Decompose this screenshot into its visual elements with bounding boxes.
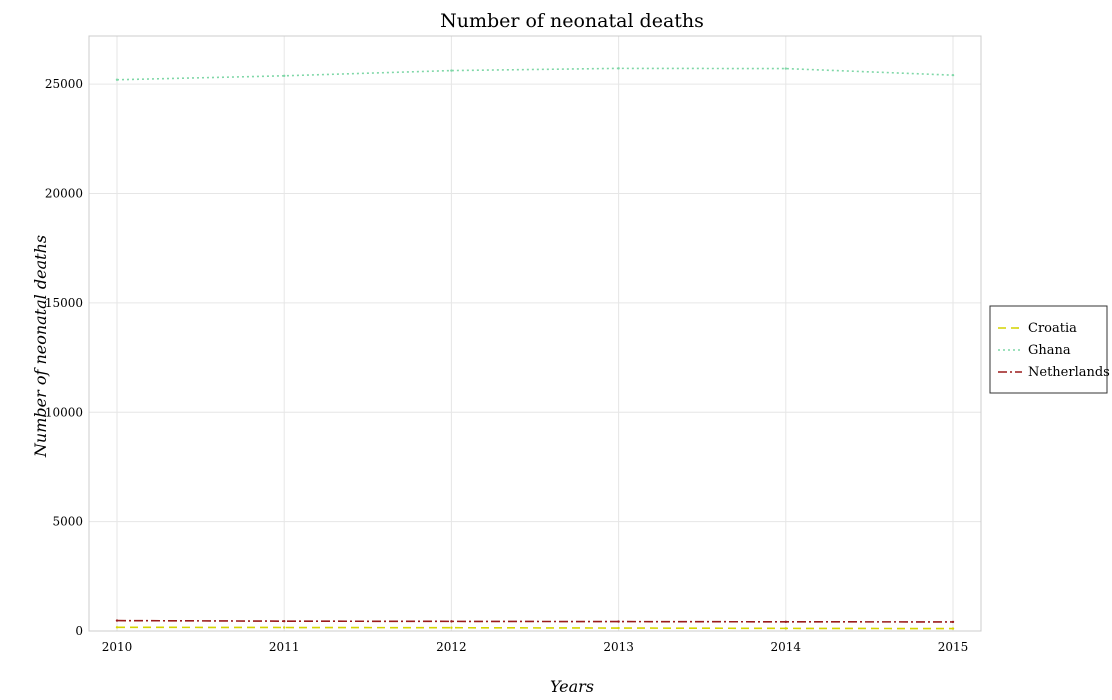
data-point-croatia — [115, 626, 119, 629]
y-tick-label: 10000 — [45, 405, 83, 419]
data-point-croatia — [283, 626, 286, 629]
data-point-croatia — [450, 626, 453, 629]
series-lines — [115, 67, 955, 630]
legend-label-netherlands: Netherlands — [1028, 365, 1110, 380]
x-tick-label: 2011 — [269, 640, 300, 654]
y-tick-label: 0 — [75, 624, 83, 638]
data-point-croatia — [784, 627, 787, 630]
data-point-croatia — [951, 627, 955, 630]
x-tick-label: 2013 — [603, 640, 634, 654]
axis-ticks: 0 5000 10000 15000 20000 25000 2010 2011 2012 201… — [45, 77, 968, 654]
plot-area-frame — [88, 35, 982, 632]
data-point-ghana — [115, 78, 119, 81]
x-tick-label: 2010 — [102, 640, 133, 654]
data-point-ghana — [617, 67, 620, 70]
x-tick-label: 2014 — [771, 640, 802, 654]
data-point-ghana — [283, 74, 286, 78]
x-tick-label: 2012 — [436, 640, 467, 654]
y-tick-label: 15000 — [45, 296, 83, 310]
data-point-netherlands — [283, 619, 286, 623]
data-point-netherlands — [450, 620, 453, 623]
data-point-netherlands — [951, 620, 955, 624]
series-line-croatia — [116, 626, 954, 630]
y-axis-label: Number of neonatal deaths — [31, 235, 50, 458]
y-tick-label: 5000 — [52, 515, 83, 529]
x-axis-label: Years — [550, 677, 594, 696]
data-point-croatia — [617, 626, 620, 630]
data-point-ghana — [784, 67, 787, 70]
data-point-netherlands — [617, 620, 620, 623]
gridlines — [89, 36, 981, 632]
data-point-ghana — [450, 69, 453, 72]
data-point-netherlands — [784, 620, 787, 624]
y-tick-label: 25000 — [45, 77, 83, 91]
data-point-netherlands — [115, 619, 119, 622]
legend-label-croatia: Croatia — [1028, 321, 1077, 336]
x-tick-label: 2015 — [938, 640, 969, 654]
series-line-netherlands — [116, 619, 954, 623]
data-point-ghana — [951, 73, 955, 77]
legend: Croatia Ghana Netherlands — [989, 305, 1110, 394]
chart-title: Number of neonatal deaths — [440, 10, 704, 32]
series-line-ghana — [116, 67, 954, 81]
y-tick-label: 20000 — [45, 187, 83, 201]
legend-label-ghana: Ghana — [1028, 343, 1071, 358]
